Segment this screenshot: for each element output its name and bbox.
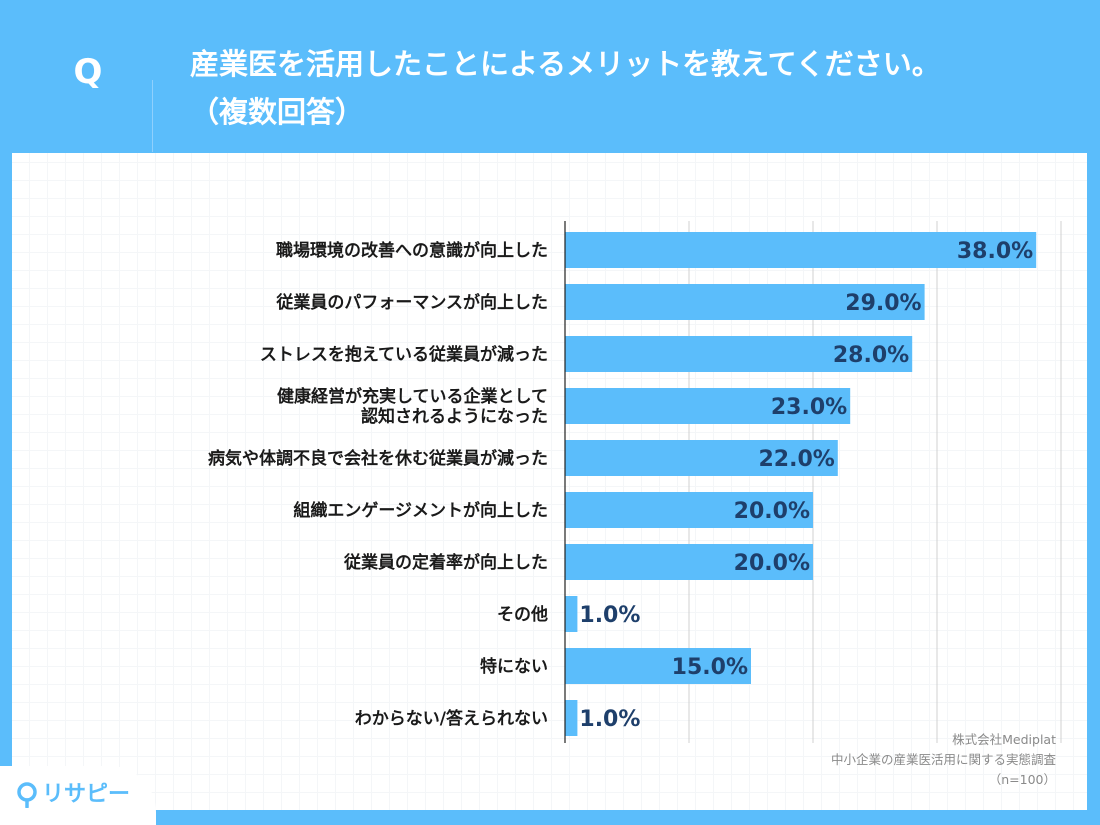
value-label: 20.0% [734,499,810,524]
chart-title: 産業医を活用したことによるメリットを教えてください。 （複数回答） [190,40,1070,136]
category-label: 組織エンゲージメントが向上した [293,500,548,521]
bar [565,440,838,476]
bar [565,336,913,372]
category-label: 職場環境の改善への意識が向上した [276,240,548,261]
bar [565,596,578,632]
value-label: 15.0% [672,655,748,680]
category-label: 健康経営が充実している企業として [277,386,548,407]
category-label: 病気や体調不良で会社を休む従業員が減った [208,448,548,469]
value-label: 1.0% [579,707,640,732]
value-label: 20.0% [734,551,810,576]
bar-chart: 38.0% 職場環境の改善への意識が向上した 29.0% 従業員のパフォーマンスが向上… [208,221,1062,743]
value-label: 22.0% [758,447,834,472]
category-label: 特にない [480,656,548,677]
bar [565,648,751,684]
category-label: わからない/答えられない [355,708,548,729]
logo-tab [0,766,156,825]
bar [565,700,578,736]
value-label: 38.0% [957,239,1033,264]
value-label: 1.0% [579,603,640,628]
category-label: 認知されるようになった [361,406,548,427]
brand-logo: リサピー [16,780,130,810]
value-label: 23.0% [771,395,847,420]
brand-logo-text: リサピー [42,782,131,807]
category-label: 従業員の定着率が向上した [343,552,548,573]
bar [565,232,1037,268]
source-survey: 中小企業の産業医活用に関する実態調査 [830,752,1056,767]
category-label: ストレスを抱えている従業員が減った [260,344,548,365]
pin-icon [17,782,37,809]
source-sample: （n=100） [988,772,1056,787]
bar [565,492,813,528]
question-mark: Q [73,52,103,92]
header-divider [152,80,153,152]
category-label: 従業員のパフォーマンスが向上した [275,292,548,313]
source-company: 株式会社Mediplat [952,732,1056,747]
bar [565,388,851,424]
title-line-2: （複数回答） [190,95,365,129]
category-label: その他 [497,604,548,625]
title-line-1: 産業医を活用したことによるメリットを教えてください。 [190,47,941,81]
value-label: 28.0% [833,343,909,368]
bar [565,284,925,320]
value-label: 29.0% [845,291,921,316]
bar [565,544,813,580]
source-note: 株式会社Mediplat 中小企業の産業医活用に関する実態調査 （n=100） [831,730,1056,790]
chart-panel: 38.0% 職場環境の改善への意識が向上した 29.0% 従業員のパフォーマンスが向上… [12,153,1087,810]
